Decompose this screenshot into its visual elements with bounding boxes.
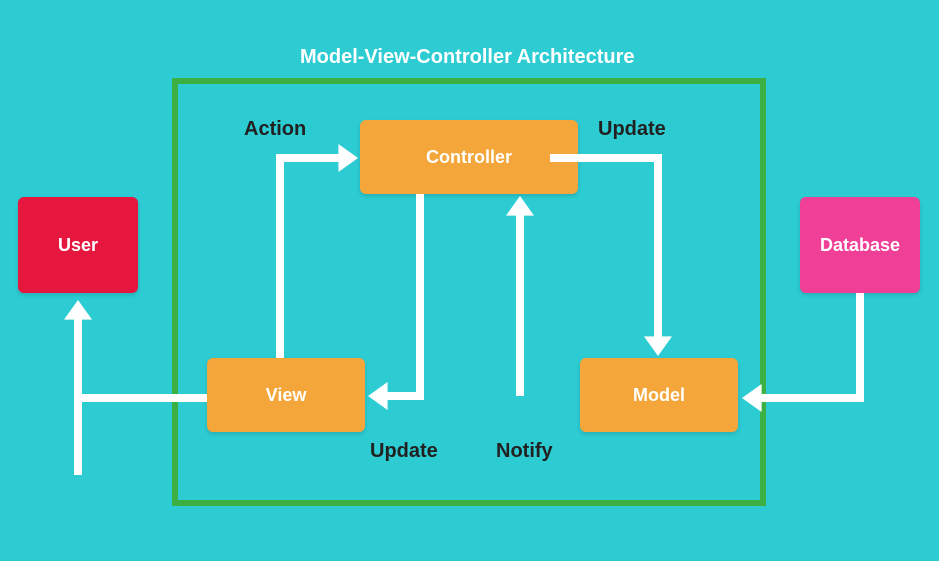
node-controller: Controller (360, 120, 578, 194)
edge-label-notify: Notify (496, 440, 553, 463)
edge-label-action: Action (244, 118, 306, 141)
node-model: Model (580, 358, 738, 432)
node-view: View (207, 358, 365, 432)
node-label: Controller (426, 147, 512, 168)
node-database: Database (800, 197, 920, 293)
node-label: Model (633, 385, 685, 406)
edge-label-update-top: Update (598, 118, 666, 141)
node-label: User (58, 235, 98, 256)
node-label: View (266, 385, 307, 406)
diagram-title: Model-View-Controller Architecture (300, 46, 635, 69)
edge-label-update-bottom: Update (370, 440, 438, 463)
node-label: Database (820, 235, 900, 256)
node-user: User (18, 197, 138, 293)
